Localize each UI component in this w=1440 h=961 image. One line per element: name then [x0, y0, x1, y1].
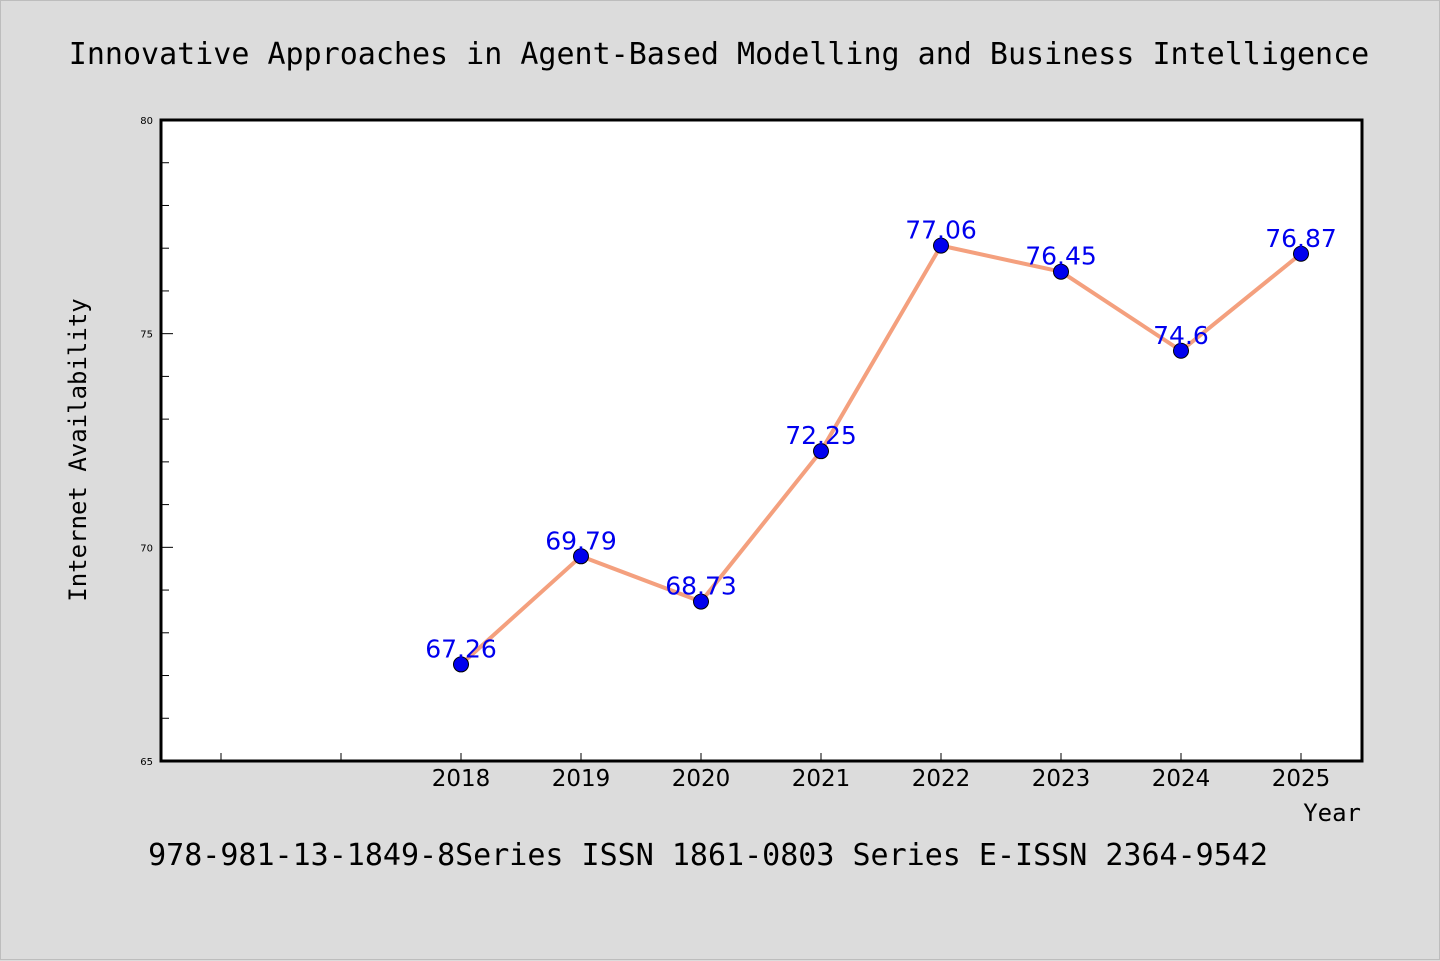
data-label: 74.6: [1153, 321, 1209, 350]
x-tick-label: 2021: [792, 766, 851, 792]
data-point: [1053, 263, 1069, 280]
y-axis-label: Internet Availability: [64, 298, 92, 601]
data-label: 68.73: [665, 572, 737, 601]
series-group: 67.26 69.79 68.73 72.25 77.06 76.45 74.6 76.87: [425, 216, 1337, 673]
data-point: [573, 548, 589, 565]
x-tick-label: 2024: [1152, 766, 1211, 792]
x-tick-label: 2018: [432, 766, 491, 792]
chart-title: Innovative Approaches in Agent-Based Mod…: [69, 37, 1369, 72]
data-point: [1293, 245, 1309, 262]
y-axis: 65 70 75 80: [140, 116, 173, 768]
data-label: 76.87: [1265, 224, 1337, 253]
data-point: [1173, 342, 1189, 359]
x-tick-label: 2019: [552, 766, 611, 792]
x-tick-label: 2025: [1272, 766, 1331, 792]
data-point: [693, 593, 709, 610]
x-tick-label: 2022: [912, 766, 971, 792]
data-point: [813, 443, 829, 460]
chart-footer: 978-981-13-1849-8Series ISSN 1861-0803 S…: [148, 838, 1268, 873]
data-point: [453, 656, 469, 673]
x-tick-label: 2023: [1032, 766, 1091, 792]
data-label: 67.26: [425, 634, 497, 663]
data-label: 69.79: [545, 526, 617, 555]
data-label: 76.45: [1025, 242, 1097, 271]
plot-area: [159, 118, 1364, 763]
x-tick-label: 2020: [672, 766, 731, 792]
series-line: [459, 243, 1303, 666]
y-tick-label: 80: [140, 116, 153, 127]
x-axis: 2018 2019 2020 2021 2022 2023 2024 2025: [220, 753, 1331, 792]
y-tick-label: 65: [140, 757, 153, 768]
y-tick-label: 75: [140, 330, 153, 341]
y-tick-label: 70: [140, 543, 153, 554]
data-label: 77.06: [905, 216, 977, 245]
x-axis-label: Year: [1303, 799, 1361, 827]
data-label: 72.25: [785, 421, 857, 450]
data-point: [933, 237, 949, 254]
